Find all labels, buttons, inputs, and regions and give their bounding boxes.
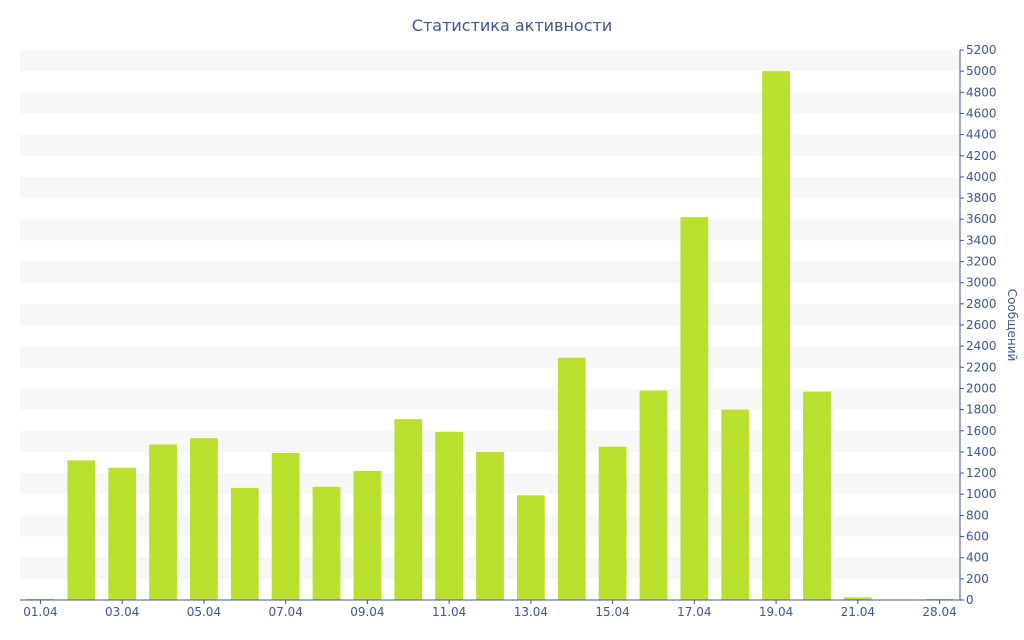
y-tick-label: 1200 bbox=[966, 466, 997, 480]
x-tick-label: 21.04 bbox=[841, 605, 875, 619]
grid-band bbox=[20, 50, 960, 72]
bar-12.04[interactable] bbox=[476, 451, 504, 600]
y-tick-label: 5200 bbox=[966, 43, 997, 57]
x-tick-label: 05.04 bbox=[187, 605, 221, 619]
y-tick-label: 3000 bbox=[966, 276, 997, 290]
y-tick-label: 200 bbox=[966, 572, 989, 586]
y-tick-label: 5000 bbox=[966, 64, 997, 78]
y-tick-label: 3800 bbox=[966, 191, 997, 205]
bar-14.04[interactable] bbox=[557, 357, 586, 600]
y-tick-label: 3200 bbox=[966, 255, 997, 269]
y-tick-label: 1000 bbox=[966, 487, 997, 501]
bar-03.04[interactable] bbox=[108, 467, 137, 600]
y-tick-label: 4800 bbox=[966, 85, 997, 99]
y-tick-label: 2600 bbox=[966, 318, 997, 332]
bar-18.04[interactable] bbox=[721, 409, 750, 600]
bar-02.04[interactable] bbox=[67, 460, 96, 600]
bar-11.04[interactable] bbox=[435, 431, 464, 600]
y-tick-label: 4600 bbox=[966, 106, 997, 120]
x-tick-label: 13.04 bbox=[514, 605, 548, 619]
x-tick-label: 17.04 bbox=[677, 605, 711, 619]
grid-band bbox=[20, 261, 960, 283]
x-tick-label: 15.04 bbox=[595, 605, 629, 619]
bar-16.04[interactable] bbox=[639, 390, 668, 600]
y-tick-label: 0 bbox=[966, 593, 974, 607]
chart-title: Статистика активности bbox=[411, 16, 613, 35]
bar-13.04[interactable] bbox=[516, 495, 545, 600]
x-tick-label: 03.04 bbox=[105, 605, 139, 619]
y-tick-label: 2000 bbox=[966, 381, 997, 395]
bar-08.04[interactable] bbox=[312, 486, 341, 600]
y-tick-label: 2400 bbox=[966, 339, 997, 353]
grid-band bbox=[20, 346, 960, 368]
y-tick-label: 600 bbox=[966, 530, 989, 544]
y-tick-label: 3400 bbox=[966, 233, 997, 247]
y-tick-label: 4000 bbox=[966, 170, 997, 184]
bar-15.04[interactable] bbox=[598, 446, 627, 600]
x-tick-label: 09.04 bbox=[350, 605, 384, 619]
y-tick-label: 1400 bbox=[966, 445, 997, 459]
y-axis-title: Сообщений bbox=[1005, 289, 1019, 362]
x-tick-label: 11.04 bbox=[432, 605, 466, 619]
y-tick-label: 2800 bbox=[966, 297, 997, 311]
y-tick-label: 2200 bbox=[966, 360, 997, 374]
bar-20.04[interactable] bbox=[803, 391, 831, 600]
x-tick-label: 01.04 bbox=[23, 605, 57, 619]
bar-10.04[interactable] bbox=[394, 419, 423, 600]
y-axis: 0 200 400 600 800 1000 1200 1400 1600 1800 2000 220… bbox=[959, 43, 997, 607]
y-tick-label: 400 bbox=[966, 551, 989, 565]
bar-04.04[interactable] bbox=[149, 444, 177, 600]
y-tick-label: 1600 bbox=[966, 424, 997, 438]
x-axis: 01.04 03.04 05.04 07.04 09.04 11.04 13.04 15.04… bbox=[20, 599, 960, 619]
bar-17.04[interactable] bbox=[680, 217, 709, 600]
grid-band bbox=[20, 219, 960, 241]
bar-06.04[interactable] bbox=[230, 487, 259, 600]
grid-band bbox=[20, 303, 960, 325]
bar-01.04[interactable] bbox=[26, 598, 55, 600]
y-tick-label: 4200 bbox=[966, 149, 997, 163]
bars-series bbox=[26, 71, 954, 600]
bar-05.04[interactable] bbox=[190, 438, 218, 600]
x-tick-label: 28.04 bbox=[922, 605, 956, 619]
bar-23.04[interactable] bbox=[925, 598, 954, 600]
grid-band bbox=[20, 134, 960, 156]
x-tick-label: 19.04 bbox=[759, 605, 793, 619]
y-tick-label: 800 bbox=[966, 508, 989, 522]
grid-band bbox=[20, 176, 960, 199]
grid-band bbox=[20, 388, 960, 410]
bar-09.04[interactable] bbox=[353, 470, 382, 600]
grid-band bbox=[20, 92, 960, 114]
bar-21.04[interactable] bbox=[843, 597, 872, 600]
bar-07.04[interactable] bbox=[271, 452, 300, 600]
y-tick-label: 1800 bbox=[966, 403, 997, 417]
x-tick-label: 07.04 bbox=[268, 605, 302, 619]
bar-19.04[interactable] bbox=[762, 71, 790, 600]
y-tick-label: 4400 bbox=[966, 128, 997, 142]
y-tick-label: 3600 bbox=[966, 212, 997, 226]
